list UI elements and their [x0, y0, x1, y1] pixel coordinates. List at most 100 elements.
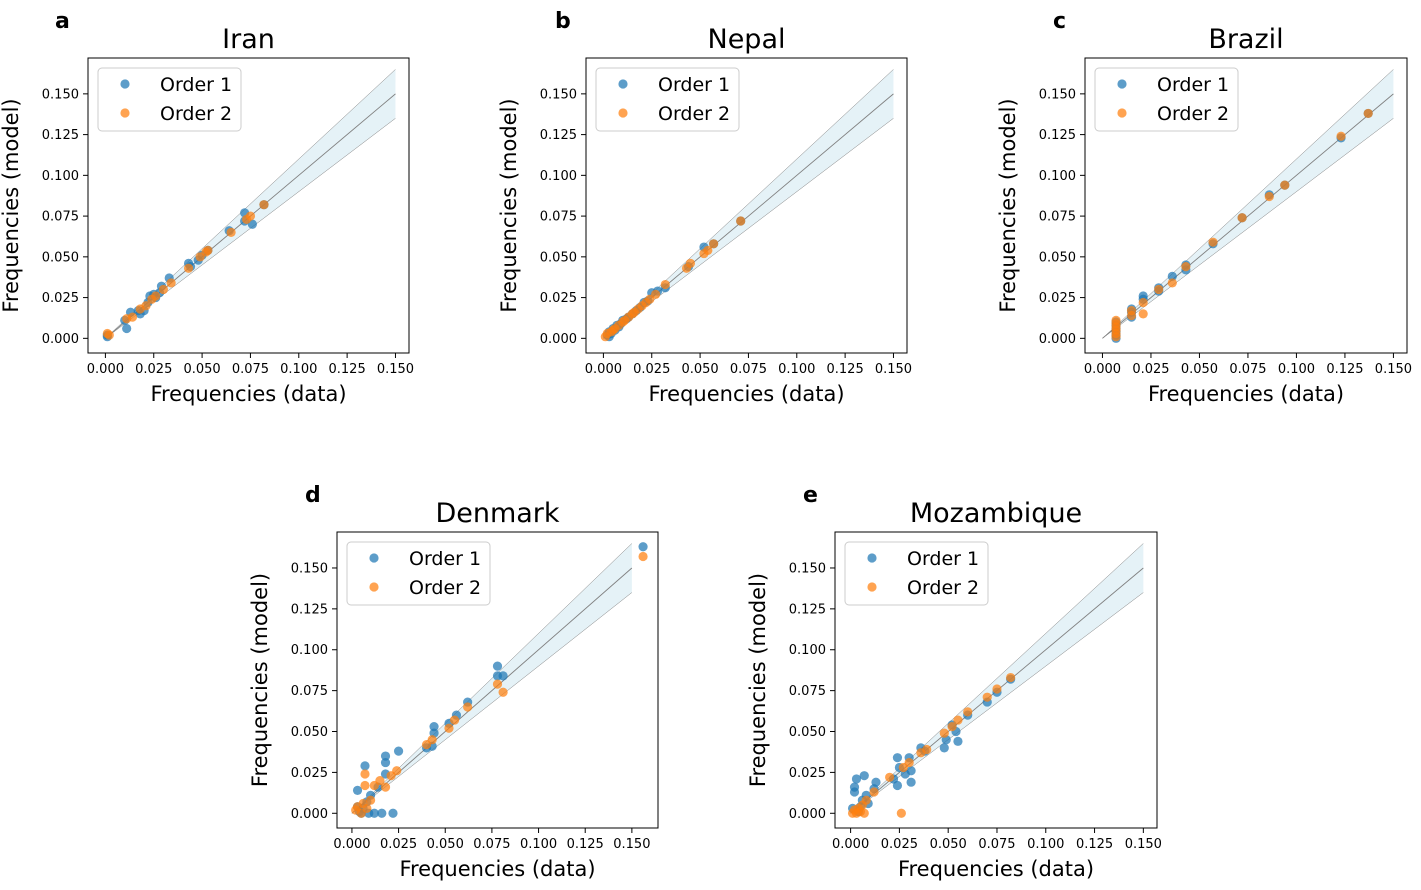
x-tick-label: 0.100 — [1027, 837, 1064, 852]
x-axis-label: Frequencies (data) — [1148, 382, 1344, 406]
y-tick-label: 0.075 — [789, 684, 826, 699]
panel-letter: c — [1053, 9, 1066, 34]
series-order-2 — [847, 672, 1016, 818]
legend-marker — [1117, 79, 1127, 89]
x-tick-label: 0.025 — [633, 362, 670, 377]
data-point — [953, 736, 963, 746]
x-tick-label: 0.125 — [1076, 837, 1113, 852]
data-point — [859, 771, 869, 781]
x-axis-label: Frequencies (data) — [898, 857, 1094, 881]
data-point — [982, 692, 992, 702]
data-point — [1280, 180, 1290, 190]
data-point — [859, 808, 869, 818]
band-lower-edge — [850, 592, 1144, 814]
y-tick-label: 0.050 — [291, 725, 328, 740]
series-order-2 — [1111, 108, 1373, 342]
y-tick-label: 0.100 — [291, 643, 328, 658]
y-axis-label: Frequencies (model) — [996, 98, 1020, 312]
panel-letter: a — [55, 9, 70, 34]
x-tick-label: 0.125 — [329, 362, 366, 377]
series-order-2 — [600, 216, 746, 342]
x-tick-label: 0.075 — [473, 837, 510, 852]
y-tick-label: 0.125 — [291, 602, 328, 617]
x-tick-label: 0.075 — [978, 837, 1015, 852]
data-point — [869, 787, 879, 797]
panel-c: 0.000 0.025 0.050 0.075 0.100 0.125 0.150 0.000… — [996, 9, 1412, 406]
data-point — [685, 258, 696, 268]
y-tick-label: 0.000 — [42, 332, 79, 347]
y-tick-label: 0.000 — [789, 807, 826, 822]
data-point — [166, 278, 176, 288]
x-tick-label: 0.150 — [875, 362, 912, 377]
x-tick-label: 0.075 — [730, 362, 767, 377]
axes-frame — [336, 531, 659, 829]
data-point — [660, 279, 670, 290]
data-point — [849, 782, 860, 792]
legend: Order 1 Order 2 — [595, 67, 740, 132]
data-point — [1208, 237, 1218, 247]
x-tick-label: 0.050 — [183, 362, 220, 377]
x-tick-label: 0.125 — [567, 837, 604, 852]
legend-box — [346, 541, 491, 606]
x-tick-label: 0.000 — [1084, 362, 1121, 377]
legend: Order 1 Order 2 — [844, 541, 989, 606]
data-point — [1126, 306, 1137, 316]
data-point — [369, 808, 379, 818]
data-point — [427, 735, 437, 745]
axes-frame — [1084, 57, 1408, 354]
data-point — [992, 684, 1002, 694]
legend-marker — [369, 553, 379, 563]
y-tick-label: 0.025 — [291, 766, 328, 781]
y-tick-label: 0.075 — [1039, 210, 1076, 225]
x-tick-label: 0.100 — [280, 362, 317, 377]
data-point — [158, 284, 169, 295]
x-tick-label: 0.050 — [681, 362, 718, 377]
y-tick-label: 0.150 — [789, 561, 826, 576]
x-axis-label: Frequencies (data) — [399, 857, 595, 881]
data-point — [380, 757, 391, 768]
y-tick-label: 0.075 — [42, 210, 79, 225]
data-point — [922, 744, 932, 755]
panel-b: 0.000 0.025 0.050 0.075 0.100 0.125 0.150 0.000… — [497, 9, 912, 406]
axes-frame — [585, 57, 908, 354]
data-point — [365, 795, 376, 805]
y-axis-label: Frequencies (model) — [497, 98, 521, 312]
data-point — [1006, 672, 1016, 683]
band-lower-edge — [1102, 118, 1394, 339]
legend-label: Order 2 — [907, 577, 979, 599]
y-tick-label: 0.050 — [540, 250, 577, 265]
panel-a: 0.000 0.025 0.050 0.075 0.100 0.125 0.150 0.000… — [0, 9, 414, 406]
data-point — [203, 245, 213, 255]
data-point — [638, 542, 648, 552]
y-tick-label: 0.125 — [42, 128, 79, 143]
legend-marker — [369, 582, 379, 592]
panel-title: Nepal — [708, 24, 786, 55]
data-point — [892, 753, 903, 763]
legend-marker — [867, 582, 877, 592]
x-tick-label: 0.100 — [778, 362, 815, 377]
x-tick-label: 0.025 — [135, 362, 172, 377]
y-tick-label: 0.125 — [789, 602, 826, 617]
data-point — [851, 774, 862, 784]
data-point — [947, 722, 957, 732]
legend-marker — [120, 108, 130, 118]
data-point — [1154, 284, 1164, 295]
y-axis-label: Frequencies (model) — [248, 573, 272, 787]
data-point — [127, 312, 138, 322]
data-point — [1181, 262, 1191, 272]
legend-box — [595, 67, 740, 132]
panel-title: Mozambique — [910, 498, 1082, 529]
x-tick-label: 0.100 — [520, 837, 557, 852]
data-point — [151, 291, 161, 301]
x-tick-label: 0.150 — [377, 362, 414, 377]
x-tick-label: 0.025 — [380, 837, 417, 852]
data-point — [904, 757, 914, 768]
data-point — [259, 200, 269, 210]
data-point — [871, 777, 881, 787]
data-point — [1167, 271, 1177, 281]
y-tick-label: 0.025 — [540, 291, 577, 306]
data-point — [1138, 309, 1148, 319]
data-point — [906, 766, 916, 776]
x-tick-label: 0.150 — [1125, 837, 1162, 852]
panel-title: Denmark — [435, 498, 559, 529]
